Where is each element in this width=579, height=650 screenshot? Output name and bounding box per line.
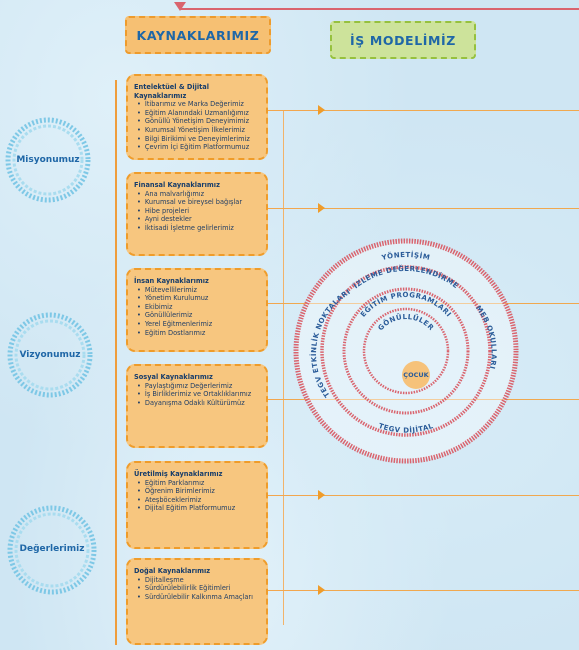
card-manufactured: Üretilmiş Kaynaklarımız Eğitim Parklarım… bbox=[126, 461, 268, 549]
connector-line bbox=[280, 399, 579, 400]
top-arrow-icon bbox=[174, 2, 186, 11]
list-item: Sürdürülebilirlik Eğitimleri bbox=[134, 584, 261, 593]
connector-line bbox=[280, 495, 579, 496]
list-item: İş Birliklerimiz ve Ortaklıklarımız bbox=[134, 390, 261, 399]
connector-line bbox=[280, 303, 579, 304]
list-item: Gönüllülerimiz bbox=[134, 311, 261, 320]
list-item: Gönüllü Yönetişim Deneyimimiz bbox=[134, 117, 261, 126]
mission-circle bbox=[5, 117, 91, 203]
business-model-rings: YÖNETİŞİM İZLEME DEĞERLENDİRME EĞİTİM PR… bbox=[293, 238, 519, 464]
connector-line bbox=[280, 590, 579, 591]
list-item: Kurumsal ve bireysel bağışlar bbox=[134, 198, 261, 207]
list-item: Mütevellilerimiz bbox=[134, 286, 261, 295]
card-human: İnsan Kaynaklarımız Mütevellilerimiz Yön… bbox=[126, 268, 268, 352]
card-connector bbox=[268, 208, 318, 209]
list-item: Dijitalleşme bbox=[134, 576, 261, 585]
list-item: Eğitim Alanındaki Uzmanlığımız bbox=[134, 109, 261, 118]
arrow-right-icon bbox=[318, 203, 325, 213]
business-model-header: İŞ MODELİMİZ bbox=[330, 21, 476, 59]
card-title: Finansal Kaynaklarımız bbox=[134, 181, 220, 189]
vision-circle bbox=[7, 312, 93, 398]
arrow-right-icon bbox=[318, 105, 325, 115]
card-connector bbox=[268, 495, 318, 496]
card-title: Üretilmiş Kaynaklarımız bbox=[134, 470, 223, 478]
svg-text:YÖNETİŞİM: YÖNETİŞİM bbox=[380, 250, 431, 262]
list-item: Kurumsal Yönetişim İlkelerimiz bbox=[134, 126, 261, 135]
connector-line bbox=[280, 208, 579, 209]
list-item: İktisadi İşletme gelirlerimiz bbox=[134, 224, 261, 233]
list-item: Eğitim Dostlarımız bbox=[134, 329, 261, 338]
card-connector bbox=[268, 590, 318, 591]
connector-line bbox=[280, 110, 579, 111]
resources-header: KAYNAKLARIMIZ bbox=[125, 16, 271, 54]
vision-label: Vizyonumuz bbox=[19, 350, 81, 360]
list-item: Dayanışma Odaklı Kültürümüz bbox=[134, 399, 261, 408]
resources-spine bbox=[115, 80, 117, 645]
list-item: Bilgi Birikimi ve Deneyimlerimiz bbox=[134, 135, 261, 144]
arrow-right-icon bbox=[318, 490, 325, 500]
list-item: Paylaştığımız Değerlerimiz bbox=[134, 382, 261, 391]
card-connector bbox=[268, 303, 280, 304]
list-item: Öğrenim Birimlerimiz bbox=[134, 487, 261, 496]
list-item: Sürdürülebilir Kalkınma Amaçları bbox=[134, 593, 261, 602]
list-item: Dijital Eğitim Platformumuz bbox=[134, 504, 261, 513]
mission-label: Misyonumuz bbox=[16, 155, 80, 165]
card-financial: Finansal Kaynaklarımız Ana malvarlığımız… bbox=[126, 172, 268, 256]
list-item: Yerel Eğitmenlerimiz bbox=[134, 320, 261, 329]
arrow-right-icon bbox=[318, 585, 325, 595]
list-item: Ana malvarlığımız bbox=[134, 190, 261, 199]
list-item: Ayni destekler bbox=[134, 215, 261, 224]
list-item: Çevrim İçi Eğitim Platformumuz bbox=[134, 143, 261, 152]
card-connector bbox=[268, 110, 318, 111]
top-connector-line bbox=[180, 0, 579, 10]
values-circle bbox=[7, 505, 97, 595]
ring-governance: YÖNETİŞİM bbox=[380, 250, 430, 262]
card-connector bbox=[268, 399, 280, 400]
list-item: İtibarımız ve Marka Değerimiz bbox=[134, 100, 261, 109]
right-vertical-line bbox=[283, 110, 284, 625]
card-social: Sosyal Kaynaklarımız Paylaştığımız Değer… bbox=[126, 364, 268, 448]
list-item: Ekibimiz bbox=[134, 303, 261, 312]
list-item: Yönetim Kurulumuz bbox=[134, 294, 261, 303]
ring-center-child: ÇOCUK bbox=[403, 371, 429, 379]
card-title: Sosyal Kaynaklarımız bbox=[134, 373, 213, 381]
list-item: Hibe projeleri bbox=[134, 207, 261, 216]
values-label: Değerlerimiz bbox=[19, 544, 85, 554]
list-item: Ateşböceklerimiz bbox=[134, 496, 261, 505]
card-title: Entelektüel & Dijital Kaynaklarımız bbox=[134, 83, 209, 100]
list-item: Eğitim Parklarımız bbox=[134, 479, 261, 488]
card-title: İnsan Kaynaklarımız bbox=[134, 277, 209, 285]
card-natural: Doğal Kaynaklarımız Dijitalleşme Sürdürü… bbox=[126, 558, 268, 645]
card-intellectual-digital: Entelektüel & Dijital Kaynaklarımız İtib… bbox=[126, 74, 268, 160]
card-title: Doğal Kaynaklarımız bbox=[134, 567, 211, 575]
